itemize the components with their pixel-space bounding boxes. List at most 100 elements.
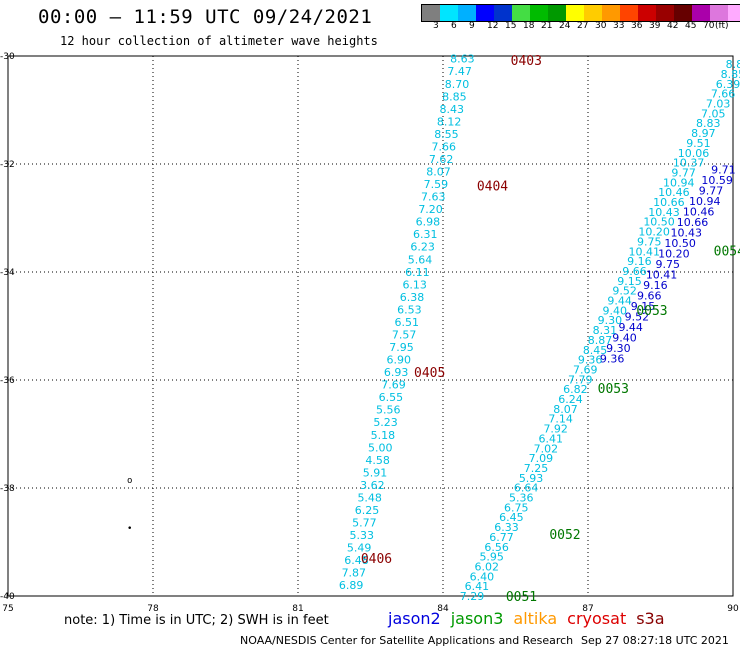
legend-item-altika: altika [513, 609, 558, 628]
wave-height-value: 10.43 [671, 226, 703, 239]
wave-height-value: 10.46 [683, 205, 715, 218]
wave-height-value: 6.02 [475, 560, 500, 573]
wave-height-value: 9.15 [631, 300, 656, 313]
y-tick-label: -40 [0, 592, 15, 602]
island-mark: • [127, 524, 132, 534]
pass-time-label: 0403 [511, 54, 542, 69]
wave-height-value: 9.52 [625, 310, 650, 323]
x-tick-label: 87 [582, 604, 593, 614]
wave-height-value: 6.13 [402, 278, 427, 291]
wave-height-value: 6.82 [563, 383, 588, 396]
wave-height-value: 5.77 [352, 517, 377, 530]
color-scale-tick: 45 [685, 21, 697, 31]
legend-item-s3a: s3a [636, 609, 665, 628]
color-swatch [710, 5, 728, 21]
color-scale-tick: 6 [451, 21, 457, 31]
color-swatch [584, 5, 602, 21]
wave-height-value: 6.89 [339, 579, 364, 592]
pass-time-label: 0054 [714, 244, 740, 259]
color-swatch [692, 5, 710, 21]
wave-height-value: 5.48 [357, 491, 382, 504]
wave-height-value: 10.59 [701, 174, 733, 187]
wave-height-value: 6.75 [504, 501, 529, 514]
wave-height-value: 9.40 [603, 304, 628, 317]
color-swatch [530, 5, 548, 21]
wave-height-value: 7.20 [418, 203, 443, 216]
wave-height-value: 8.45 [583, 344, 608, 357]
y-tick-label: -32 [0, 160, 15, 170]
wave-height-value: 6.98 [416, 216, 441, 229]
wave-height-value: 8.55 [434, 128, 459, 141]
color-scale-tick: 21 [541, 21, 553, 31]
wave-height-value: 6.24 [558, 393, 583, 406]
wave-height-value: 6.48 [344, 554, 369, 567]
wave-height-value: 7.47 [447, 65, 472, 78]
wave-height-value: 7.59 [424, 178, 449, 191]
wave-height-value: 10.20 [658, 247, 690, 260]
wave-height-value: 5.95 [479, 551, 504, 564]
wave-height-value: 10.50 [664, 237, 696, 250]
color-scale-tick: 42 [667, 21, 679, 31]
pass-time-label: 0406 [361, 552, 392, 567]
wave-height-value: 9.75 [637, 235, 662, 248]
wave-height-value: 5.64 [408, 253, 433, 266]
wave-height-value: 5.49 [347, 542, 372, 555]
wave-height-value: 7.09 [529, 452, 554, 465]
y-tick-label: -34 [0, 268, 15, 278]
wave-height-value: 5.56 [376, 404, 401, 417]
color-scale-tick: 30 [595, 21, 607, 31]
wave-height-value: 9.15 [617, 275, 642, 288]
color-scale-tick: 70 [703, 21, 715, 31]
wave-height-value: 6.64 [514, 482, 539, 495]
x-tick-label: 84 [437, 604, 449, 614]
wave-height-value: 8.63 [450, 53, 475, 66]
color-swatch [494, 5, 512, 21]
credit-text: NOAA/NESDIS Center for Satellite Applica… [240, 634, 574, 647]
color-scale-tick: (ft) [715, 21, 729, 31]
satellite-legend: jason2 jason3 altika cryosat s3a [388, 609, 675, 628]
wave-height-value: 6.45 [499, 511, 524, 524]
wave-height-value: 9.36 [578, 354, 603, 367]
wave-height-value: 8.97 [691, 127, 716, 140]
wave-height-value: 7.57 [392, 328, 417, 341]
wave-height-value: 7.92 [543, 423, 568, 436]
wave-height-value: 5.91 [363, 466, 388, 479]
wave-height-value: 6.93 [384, 366, 409, 379]
wave-height-value: 10.20 [638, 226, 670, 239]
wave-height-value: 10.94 [663, 176, 695, 189]
wave-height-value: 6.77 [489, 531, 514, 544]
color-swatch [638, 5, 656, 21]
color-scale-bar [421, 4, 740, 22]
wave-height-value: 7.87 [342, 567, 367, 580]
wave-height-value: 7.25 [524, 462, 549, 475]
wave-height-value: 10.41 [646, 268, 678, 281]
x-tick-label: 81 [292, 604, 303, 614]
wave-height-value: 8.83 [696, 117, 721, 130]
wave-height-value: 6.90 [387, 354, 412, 367]
wave-height-value: 6.53 [397, 303, 422, 316]
color-swatch [656, 5, 674, 21]
wave-height-value: 7.14 [548, 413, 573, 426]
wave-height-value: 6.55 [379, 391, 404, 404]
wave-height-value: 9.77 [671, 166, 696, 179]
pass-time-label: 0052 [549, 528, 580, 543]
wave-height-value: 9.16 [643, 279, 668, 292]
color-swatch [602, 5, 620, 21]
wave-height-value: 9.66 [622, 265, 647, 278]
wave-height-value: 10.94 [689, 195, 721, 208]
color-scale-tick: 18 [523, 21, 535, 31]
wave-height-value: 6.41 [539, 432, 564, 445]
wave-height-value: 7.62 [429, 153, 454, 166]
pass-time-label: 0405 [414, 366, 445, 381]
legend-item-cryosat: cryosat [567, 609, 627, 628]
color-scale-tick: 27 [577, 21, 589, 31]
pass-time-label: 0051 [506, 590, 537, 605]
color-scale-tick: 15 [505, 21, 517, 31]
wave-height-value: 8.07 [426, 166, 451, 179]
wave-height-value: 9.52 [612, 285, 637, 298]
color-swatch [422, 5, 440, 21]
color-swatch [476, 5, 494, 21]
wave-height-value: 5.23 [373, 416, 398, 429]
wave-height-value: 10.46 [658, 186, 690, 199]
